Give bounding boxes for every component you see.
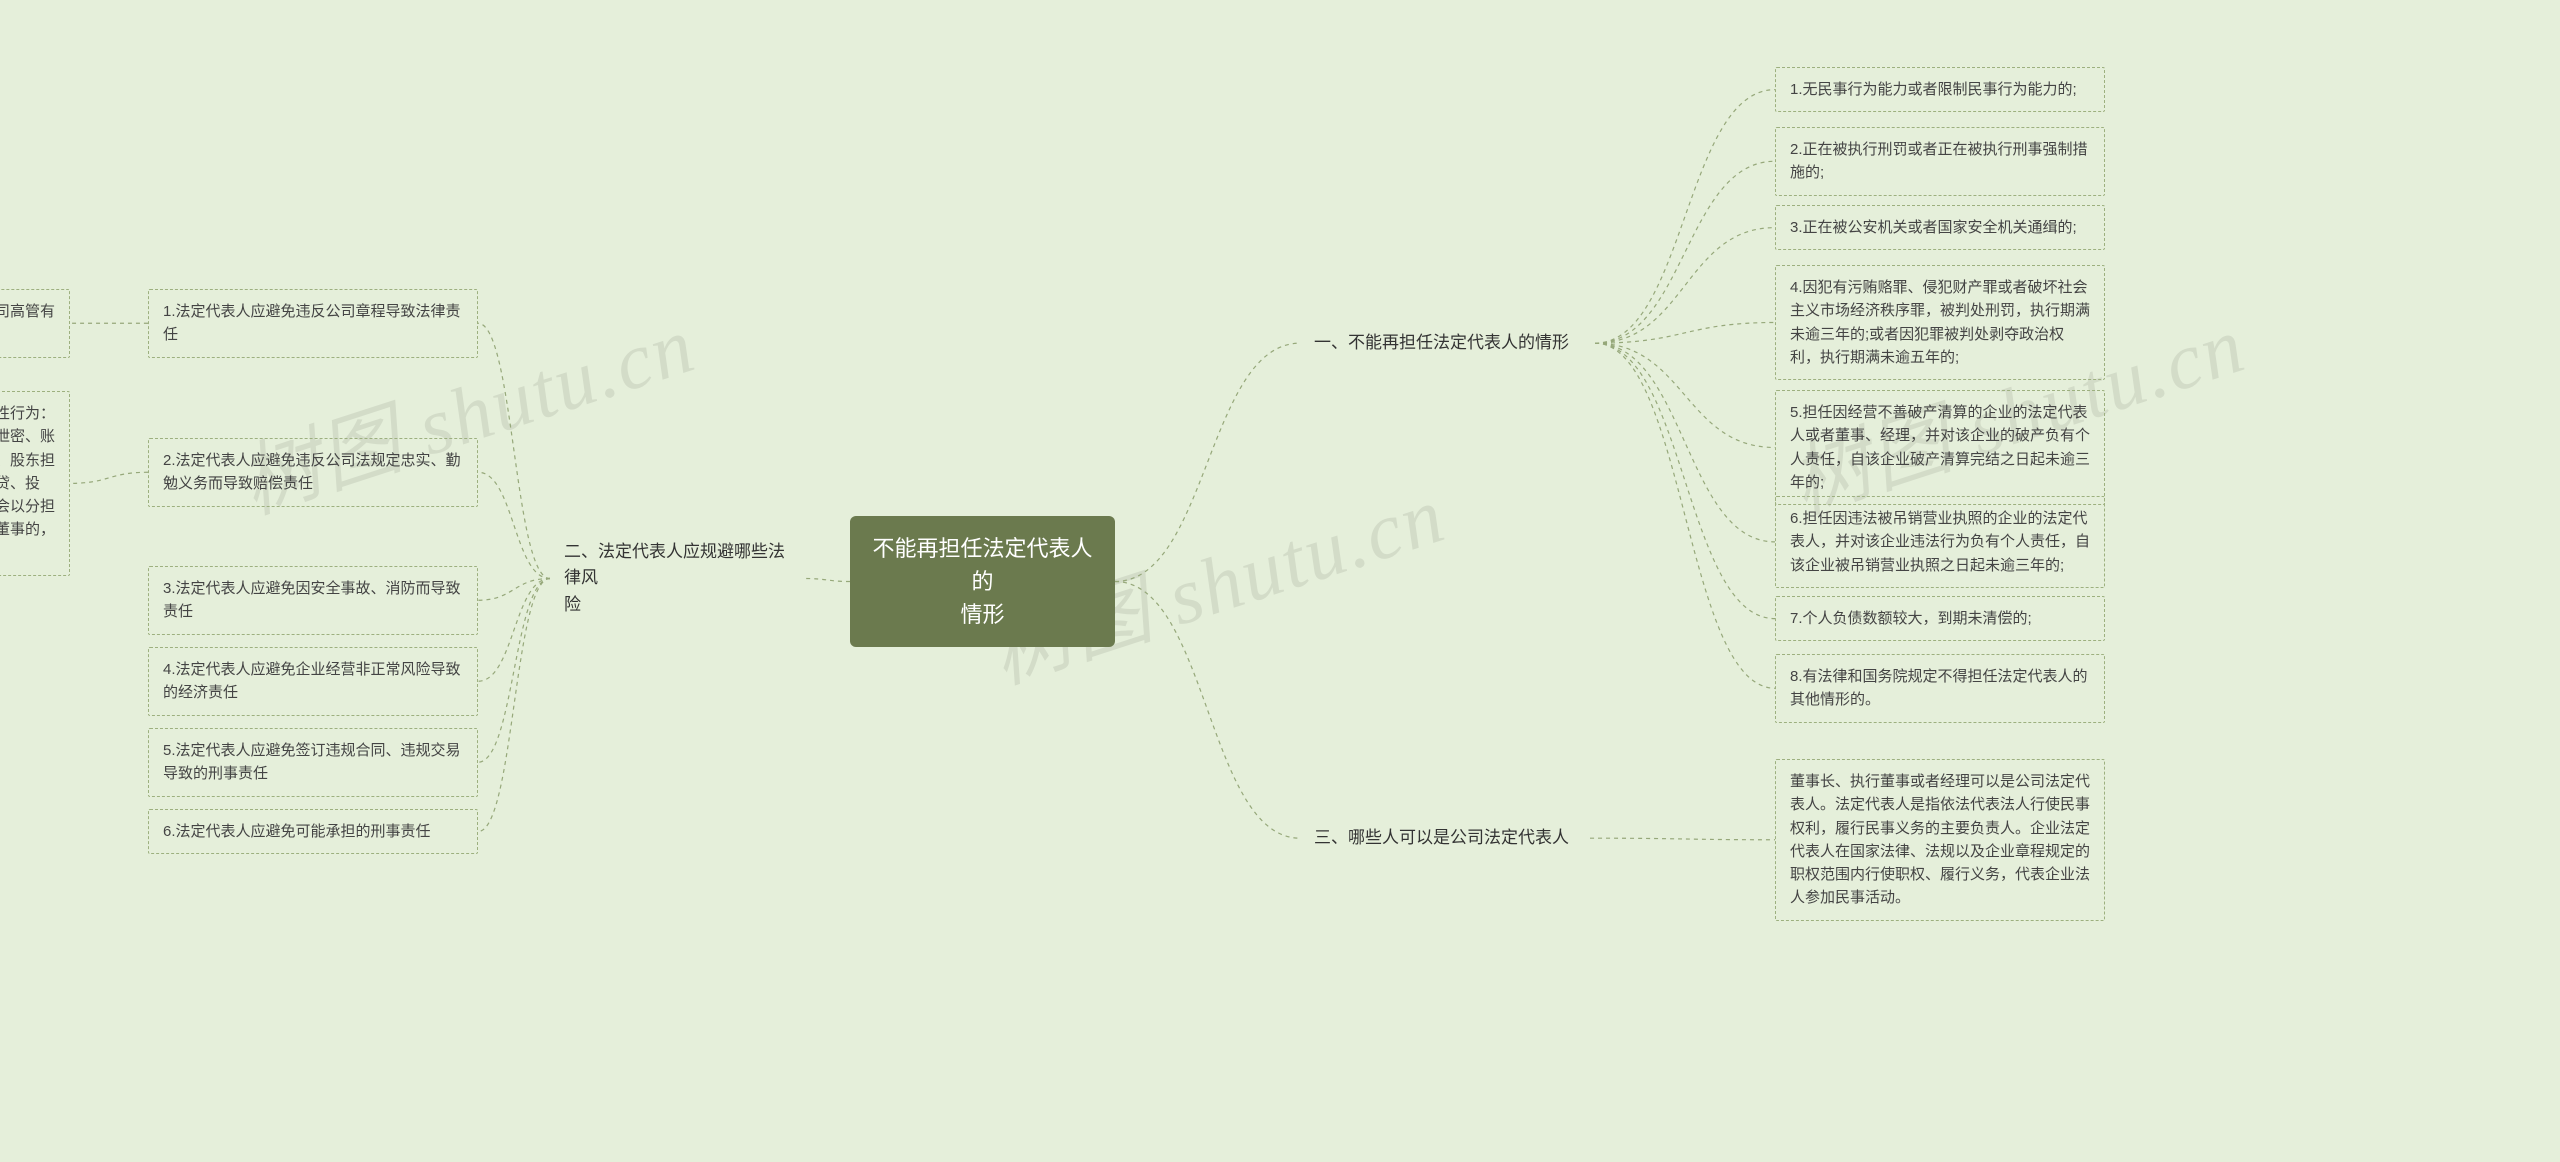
root-line1: 不能再担任法定代表人的 xyxy=(872,536,1092,594)
b2_5: 5.法定代表人应避免签订违规合同、违规交易导致的刑事责任 xyxy=(148,728,478,797)
b2_3: 3.法定代表人应避免因安全事故、消防而导致责任 xyxy=(148,566,478,635)
root-line2: 情形 xyxy=(960,602,1004,627)
branch-b2: 二、法定代表人应规避哪些法律风险 xyxy=(550,529,805,628)
b2_1c: 公司章程对包括法定代表人在内的公司高管有约束力，也是判断责任的依据。 xyxy=(0,289,70,358)
branch-label-b3: 三、哪些人可以是公司法定代表人 xyxy=(1314,828,1569,847)
b2_2: 2.法定代表人应避免违反公司法规定忠实、勤勉义务而导致赔偿责任 xyxy=(148,438,478,507)
b1_5-text: 5.担任因经营不善破产清算的企业的法定代表人或者董事、经理，并对该企业的破产负有… xyxy=(1790,404,2090,491)
b1_2-text: 2.正在被执行刑罚或者正在被执行刑事强制措施的; xyxy=(1790,141,2088,181)
b3_1-text: 董事长、执行董事或者经理可以是公司法定代表人。法定代表人是指依法代表法人行使民事… xyxy=(1790,773,2090,906)
b2_2-text: 2.法定代表人应避免违反公司法规定忠实、勤勉义务而导致赔偿责任 xyxy=(163,452,461,492)
b1_8: 8.有法律和国务院规定不得担任法定代表人的其他情形的。 xyxy=(1775,654,2105,723)
b1_7-text: 7.个人负债数额较大，到期未清偿的; xyxy=(1790,610,2032,627)
root-node: 不能再担任法定代表人的情形 xyxy=(850,516,1115,647)
b1_8-text: 8.有法律和国务院规定不得担任法定代表人的其他情形的。 xyxy=(1790,668,2088,708)
branch-b1: 一、不能再担任法定代表人的情形 xyxy=(1300,320,1595,366)
b1_4-text: 4.因犯有污贿赂罪、侵犯财产罪或者破坏社会主义市场经济秩序罪，被判处刑罚，执行期… xyxy=(1790,279,2090,366)
mindmap-canvas: 树图 shutu.cn树图 shutu.cn树图 shutu.cn不能再担任法定… xyxy=(0,0,2560,1162)
b1_4: 4.因犯有污贿赂罪、侵犯财产罪或者破坏社会主义市场经济秩序罪，被判处刑罚，执行期… xyxy=(1775,265,2105,380)
branch-label-b1: 一、不能再担任法定代表人的情形 xyxy=(1314,333,1569,352)
b1_1-text: 1.无民事行为能力或者限制民事行为能力的; xyxy=(1790,81,2077,98)
b1_6-text: 6.担任因违法被吊销营业执照的企业的法定代表人，并对该企业违法行为负有个人责任，… xyxy=(1790,510,2090,574)
b1_6: 6.担任因违法被吊销营业执照的企业的法定代表人，并对该企业违法行为负有个人责任，… xyxy=(1775,496,2105,588)
b1_1: 1.无民事行为能力或者限制民事行为能力的; xyxy=(1775,67,2105,112)
b1_3-text: 3.正在被公安机关或者国家安全机关通缉的; xyxy=(1790,219,2077,236)
b2_1: 1.法定代表人应避免违反公司章程导致法律责任 xyxy=(148,289,478,358)
b2_6-text: 6.法定代表人应避免可能承担的刑事责任 xyxy=(163,823,431,840)
branch-label-b2: 二、法定代表人应规避哪些法律风险 xyxy=(564,542,785,614)
b2_1c-text: 公司章程对包括法定代表人在内的公司高管有约束力，也是判断责任的依据。 xyxy=(0,303,55,343)
b2_1-text: 1.法定代表人应避免违反公司章程导致法律责任 xyxy=(163,303,461,343)
b1_2: 2.正在被执行刑罚或者正在被执行刑事强制措施的; xyxy=(1775,127,2105,196)
b2_4-text: 4.法定代表人应避免企业经营非正常风险导致的经济责任 xyxy=(163,661,461,701)
b2_4: 4.法定代表人应避免企业经营非正常风险导致的经济责任 xyxy=(148,647,478,716)
b2_6: 6.法定代表人应避免可能承担的刑事责任 xyxy=(148,809,478,854)
b2_5-text: 5.法定代表人应避免签订违规合同、违规交易导致的刑事责任 xyxy=(163,742,461,782)
b2_3-text: 3.法定代表人应避免因安全事故、消防而导致责任 xyxy=(163,580,461,620)
b2_2c: 这主要指应该避免公司法规定的禁止性行为：主要是挪用资金、擅自担保、借贷、泄密、账… xyxy=(0,391,70,576)
b1_5: 5.担任因经营不善破产清算的企业的法定代表人或者董事、经理，并对该企业的破产负有… xyxy=(1775,390,2105,505)
b1_7: 7.个人负债数额较大，到期未清偿的; xyxy=(1775,596,2105,641)
b2_2c-text: 这主要指应该避免公司法规定的禁止性行为：主要是挪用资金、擅自担保、借贷、泄密、账… xyxy=(0,405,55,562)
branch-b3: 三、哪些人可以是公司法定代表人 xyxy=(1300,815,1590,861)
b3_1: 董事长、执行董事或者经理可以是公司法定代表人。法定代表人是指依法代表法人行使民事… xyxy=(1775,759,2105,921)
b1_3: 3.正在被公安机关或者国家安全机关通缉的; xyxy=(1775,205,2105,250)
